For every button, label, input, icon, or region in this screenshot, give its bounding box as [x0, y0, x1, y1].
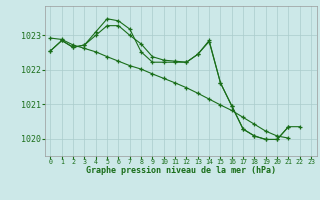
X-axis label: Graphe pression niveau de la mer (hPa): Graphe pression niveau de la mer (hPa) — [86, 166, 276, 175]
